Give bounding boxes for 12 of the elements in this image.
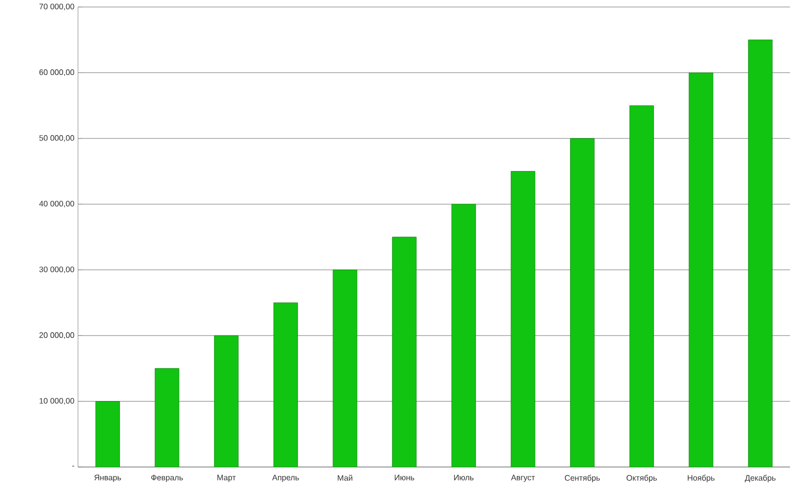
bar <box>392 236 417 467</box>
bar <box>451 204 476 467</box>
bar <box>688 72 714 467</box>
bar <box>95 401 120 467</box>
bar <box>273 302 298 467</box>
bar <box>629 105 654 467</box>
bar <box>214 335 239 467</box>
bar <box>748 40 773 467</box>
bar <box>510 171 536 467</box>
bar <box>154 368 180 467</box>
bar <box>570 138 595 467</box>
bar <box>332 270 358 467</box>
